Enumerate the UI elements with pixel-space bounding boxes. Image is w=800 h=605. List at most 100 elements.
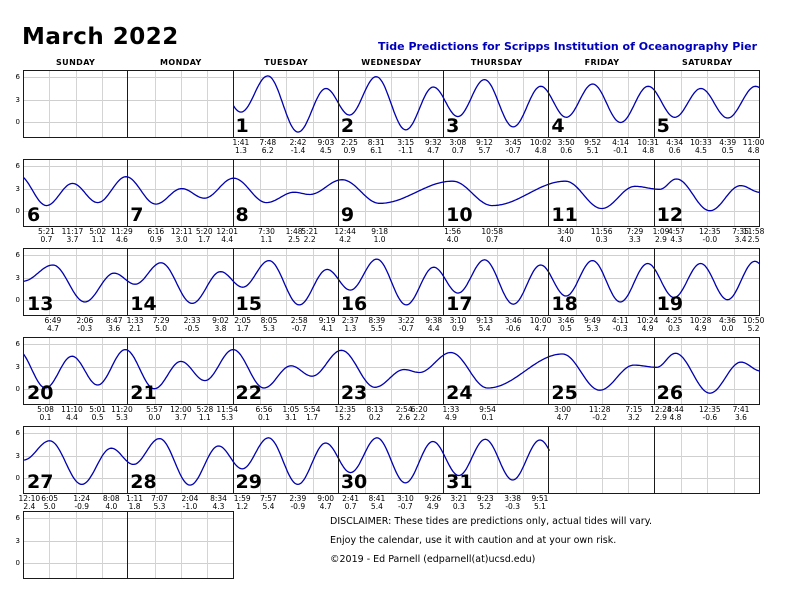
date-number: 8 bbox=[235, 204, 249, 226]
tide-event-label: 3:40 4.0 bbox=[557, 228, 574, 244]
vertical-gridline bbox=[391, 426, 393, 494]
vertical-gridline bbox=[733, 159, 735, 227]
tide-event-label: 8:05 5.3 bbox=[261, 317, 278, 333]
tide-labels: 3:00 4.7 11:28 -0.2 7:15 3.2 bbox=[549, 405, 654, 424]
tide-event-label: 11:17 3.7 bbox=[62, 228, 84, 244]
day-cell bbox=[653, 426, 760, 494]
tide-time: 3:08 bbox=[449, 138, 467, 147]
tide-event-label: 9:26 4.9 bbox=[424, 495, 441, 511]
tide-time: 1:05 bbox=[282, 405, 300, 414]
vertical-gridline bbox=[733, 70, 735, 138]
weekday-label: WEDNESDAY bbox=[361, 58, 422, 67]
tide-time: 11:28 bbox=[588, 405, 611, 414]
tide-height: 4.2 bbox=[339, 235, 352, 244]
tide-event-label: 7:35 3.4 bbox=[732, 228, 749, 244]
tide-height: 4.1 bbox=[321, 324, 334, 333]
tide-time: 4:34 bbox=[666, 138, 684, 147]
tide-height: 1.1 bbox=[91, 235, 104, 244]
tide-event-label: 5:28 1.1 bbox=[196, 406, 213, 422]
tide-time: 1:56 bbox=[444, 227, 461, 236]
vertical-gridline bbox=[312, 70, 314, 138]
tide-time: 7:35 bbox=[732, 227, 749, 236]
vertical-gridline bbox=[496, 426, 498, 494]
tide-time: 9:26 bbox=[424, 494, 442, 503]
tide-event-label: 12:35 5.2 bbox=[334, 406, 356, 422]
tide-height: 2.9 bbox=[655, 413, 667, 422]
vertical-gridline bbox=[391, 70, 393, 138]
tide-curve bbox=[23, 176, 760, 212]
tide-time: 5:57 bbox=[145, 405, 163, 414]
tide-time: 7:41 bbox=[732, 405, 750, 414]
tide-time: 10:58 bbox=[481, 227, 504, 236]
tide-event-label: 9:13 5.4 bbox=[476, 317, 493, 333]
tide-height: 1.7 bbox=[198, 235, 211, 244]
tide-height: 0.0 bbox=[148, 413, 161, 422]
tide-event-label: 2:05 1.7 bbox=[234, 317, 251, 333]
vertical-gridline bbox=[365, 426, 367, 494]
tide-height: -0.9 bbox=[74, 502, 90, 511]
tide-event-label: 8:13 0.2 bbox=[366, 406, 383, 422]
tide-height: 4.7 bbox=[534, 324, 547, 333]
tide-height: 3.1 bbox=[284, 413, 297, 422]
weekday-label: THURSDAY bbox=[470, 58, 523, 67]
tide-time: 12:28 bbox=[650, 405, 672, 414]
tide-event-label: 3:46 0.5 bbox=[558, 317, 575, 333]
vertical-gridline bbox=[49, 511, 51, 579]
tide-height: 6.1 bbox=[370, 146, 383, 155]
tide-time: 7:15 bbox=[625, 405, 643, 414]
tide-height: 2.9 bbox=[655, 235, 667, 244]
tide-labels: 1:59 1.2 7:57 5.4 2:39 -0.9 9:00 4.7 bbox=[234, 494, 339, 513]
tide-event-label: 1:24 -0.9 bbox=[73, 495, 90, 511]
vertical-gridline bbox=[154, 70, 156, 138]
date-number: 24 bbox=[446, 382, 473, 404]
week-row: 6 3 0 bbox=[16, 511, 760, 598]
y-axis-tick-label: 6 bbox=[15, 514, 20, 523]
tide-time: 4:44 bbox=[666, 405, 684, 414]
tide-time: 10:24 bbox=[636, 316, 659, 325]
tide-time: 10:31 bbox=[637, 138, 659, 147]
tide-event-label: 12:35 -0.6 bbox=[699, 406, 721, 422]
tide-height: 4.4 bbox=[427, 324, 440, 333]
tide-time: 9:32 bbox=[424, 138, 442, 147]
tide-event-label: 9:38 4.4 bbox=[425, 317, 442, 333]
vertical-gridline bbox=[628, 159, 630, 227]
tide-event-label: 1:05 3.1 bbox=[282, 406, 299, 422]
tide-height: 4.3 bbox=[212, 502, 225, 511]
tide-event-label: 1:33 4.9 bbox=[442, 406, 459, 422]
tide-event-label: 7:41 3.6 bbox=[733, 406, 750, 422]
date-number: 27 bbox=[27, 471, 54, 493]
tide-event-label: 8:34 4.3 bbox=[210, 495, 227, 511]
day-cell bbox=[127, 511, 234, 579]
tide-height: 0.6 bbox=[560, 146, 573, 155]
tide-height: 0.3 bbox=[595, 235, 608, 244]
tide-height: 0.7 bbox=[40, 235, 53, 244]
vertical-gridline bbox=[154, 511, 156, 579]
tide-event-label: 2:25 0.9 bbox=[341, 139, 358, 155]
vertical-gridline bbox=[496, 159, 498, 227]
vertical-gridline bbox=[523, 159, 525, 227]
tide-time: 3:40 bbox=[557, 227, 574, 236]
tide-event-label: 5:20 1.7 bbox=[196, 228, 213, 244]
tide-event-label: 12:28 2.9 bbox=[650, 406, 672, 422]
tide-height: 4.0 bbox=[105, 502, 118, 511]
tide-time: 12:44 bbox=[334, 227, 356, 236]
tide-event-label: 4:57 4.3 bbox=[668, 228, 685, 244]
tide-time: 9:18 bbox=[371, 227, 389, 236]
tide-labels: 12:28 2.9 4:44 4.8 12:35 -0.6 7:41 3.6 bbox=[650, 405, 760, 424]
vertical-gridline bbox=[154, 248, 156, 316]
vertical-gridline bbox=[707, 248, 709, 316]
tide-labels: 5:21 0.7 11:17 3.7 5:02 1.1 11:29 4.6 bbox=[23, 227, 133, 246]
tide-event-label: 3:50 0.6 bbox=[558, 139, 575, 155]
date-number: 12 bbox=[656, 204, 684, 226]
tide-event-label: 4:44 4.8 bbox=[667, 406, 684, 422]
tide-time: 2:41 bbox=[342, 494, 359, 503]
date-number: 14 bbox=[130, 293, 157, 315]
tide-event-label: 9:52 5.1 bbox=[584, 139, 601, 155]
horizontal-gridline bbox=[23, 518, 234, 520]
tide-height: 4.8 bbox=[669, 413, 682, 422]
tide-event-label: 3:10 0.9 bbox=[450, 317, 467, 333]
date-number: 1 bbox=[235, 115, 249, 137]
tide-time: 3:15 bbox=[397, 138, 415, 147]
tide-height: 5.3 bbox=[586, 324, 599, 333]
vertical-gridline bbox=[365, 159, 367, 227]
